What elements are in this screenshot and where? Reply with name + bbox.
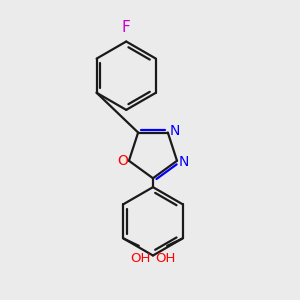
Text: F: F bbox=[122, 20, 130, 35]
Text: N: N bbox=[178, 155, 189, 169]
Text: N: N bbox=[169, 124, 179, 138]
Text: O: O bbox=[117, 154, 128, 168]
Text: OH: OH bbox=[130, 252, 151, 266]
Text: OH: OH bbox=[155, 252, 176, 266]
